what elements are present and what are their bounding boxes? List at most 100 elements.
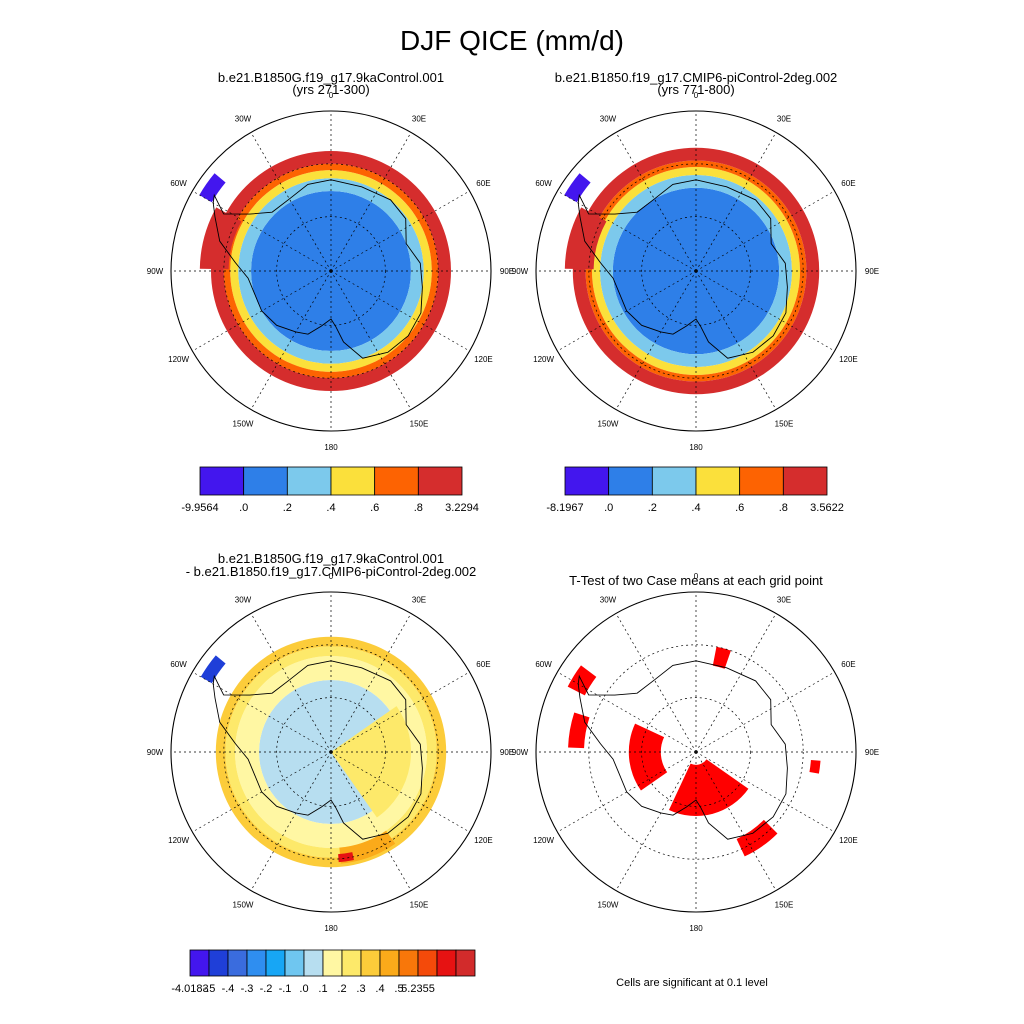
panel-4-lon-label: 150E [775,900,794,909]
panel-4-lon-label: 120E [839,836,858,845]
panel-3-colorbar-tick-label: -.5 [203,983,216,995]
panel-3-colorbar-tick-label: -.4 [222,983,235,995]
panel-2-colorbar-tick-label: -8.1967 [546,502,583,514]
panel-2-meridian [695,132,777,272]
panel-3-field-patch-1 [331,706,412,818]
figure-title: DJF QICE (mm/d) [400,25,624,56]
panel-4-lon-label: 30W [600,596,617,605]
panel-1-colorbar-tick-label: .4 [326,502,335,514]
panel-1-colorbar-tick-label: .6 [370,502,379,514]
panel-1-meridian [250,132,332,272]
panel-1-parallel [276,216,386,326]
panel-3-lon-label: 0 [329,572,334,581]
panel-3-meridian [250,613,332,753]
panel-3-title-line2: - b.e21.B1850.f19_g17.CMIP6-piControl-2d… [186,564,477,579]
panel-2-colorbar-tick-label: .4 [691,502,700,514]
panel-3-lon-label: 150W [233,900,254,909]
panel-4-meridian [695,671,835,753]
panel-3-colorbar-tick-label: .4 [375,983,384,995]
panel-1-colorbar-bin [330,466,376,496]
panel-1-lon-label: 0 [329,91,334,100]
panel-4-map: 0 30E 60E 90E 120E 150E 180 150W 120W 90W 60W 30W [512,572,879,933]
panel-2-coastline [577,179,788,359]
panel-3-colorbar: -4.0183-.5 -.4 -.3 -.2 -.1 .0 .1 .2 .3 .4 .55.2355 [171,949,476,995]
panel-3-colorbar-bin [341,949,362,977]
panel-4: T-Test of two Case means at each grid po… [512,572,879,989]
panel-4-parallel [641,697,751,807]
panel-3-parallel [223,644,439,860]
panel-3-colorbar-bin [208,949,229,977]
panel-1-meridian [192,270,332,352]
panel-3-lon-label: 150E [410,900,429,909]
panel-3-meridian [330,751,412,891]
panel-3-colorbar-tick-label: 5.2355 [401,983,435,995]
panel-3-colorbar-tick-label: .0 [299,983,308,995]
panel-1-colorbar: -9.9564 .0 .2 .4 .6 .8 3.2294 [181,466,479,514]
panel-4-meridian [557,751,697,833]
panel-4-lon-label: 150W [598,900,619,909]
panel-3-colorbar-bin [379,949,400,977]
panel-2-colorbar-bin [608,466,653,496]
panel-3-lon-label: 60W [170,660,187,669]
panel-2-parallel [588,163,804,379]
panel-4-lon-label: 60E [841,660,855,669]
panel-3-colorbar-bin [303,949,324,977]
panel-4-meridian [557,671,697,753]
panel-3-colorbar-tick-label: -4.0183 [171,983,208,995]
panel-3-title-line1: b.e21.B1850G.f19_g17.9kaControl.001 [218,551,444,566]
panel-4-note: Cells are significant at 0.1 level [616,977,768,989]
panel-4-lon-label: 60W [535,660,552,669]
panel-2-field-patch-1 [564,173,591,203]
panel-2-meridian [615,132,697,272]
panel-1-colorbar-tick-label: -9.9564 [181,502,218,514]
panel-1-lon-label: 120E [474,355,493,364]
panel-3-meridian [192,671,332,753]
panel-4-significant-cell-1 [628,723,668,791]
panel-1-field-patch-2 [199,207,242,270]
panel-1-map-border [170,110,492,432]
panel-3-colorbar-bin [227,949,248,977]
panel-2-meridian [695,190,835,272]
panel-3-colorbar-tick-label: .5 [394,983,403,995]
panel-4-meridian [695,613,777,753]
panel-2-meridian [695,270,777,410]
panel-3-colorbar-bin [284,949,305,977]
panel-2-title-line2: (yrs 771-800) [657,82,734,97]
panel-4-meridian [695,751,835,833]
panel-3-colorbar-bin [417,949,438,977]
panel-4-lon-label: 90W [512,748,529,757]
panel-3-meridian [250,751,332,891]
panel-1-field-patch-1 [199,173,226,203]
panel-2-colorbar: -8.1967 .0 .2 .4 .6 .8 3.5622 [546,466,844,514]
panel-2-meridian [557,190,697,272]
panel-1-meridian [250,270,332,410]
panel-3-colorbar-bin [265,949,286,977]
panel-4-meridian [615,613,697,753]
panel-4-significant-cell-3 [736,819,778,857]
panel-1-colorbar-bin [243,466,288,496]
panel-1-colorbar-tick-label: .8 [414,502,423,514]
panel-2-lon-label: 150E [775,419,794,428]
panel-1-meridian [330,132,412,272]
panel-4-coastline [577,660,788,840]
panel-4-parallel [588,644,804,860]
panel-3-colorbar-bin [189,949,210,977]
panel-3-field-patch-3 [338,852,354,863]
panel-2-meridian [557,270,697,352]
panel-1-lon-label: 30W [235,115,252,124]
panel-1-lon-label: 90W [147,267,164,276]
panel-2-lon-label: 120W [533,355,554,364]
panel-3-colorbar-bin [246,949,267,977]
panel-1-lon-label: 120W [168,355,189,364]
panel-3-colorbar-bin [398,949,419,977]
panel-1: b.e21.B1850G.f19_g17.9kaControl.001 (yrs… [147,70,514,514]
panel-1-lon-label: 180 [324,443,338,452]
panel-1-title-line2: (yrs 271-300) [292,82,369,97]
panel-1-lon-label: 90E [500,267,514,276]
panel-2-map: 0 30E 60E 90E 120E 150E 180 150W 120W 90W 60W 30W [512,91,879,452]
panel-4-meridian [695,751,777,891]
panel-4-title-line1: T-Test of two Case means at each grid po… [569,573,823,588]
panel-3-lon-label: 60E [476,660,490,669]
panel-1-meridian [330,190,470,272]
panel-3-colorbar-tick-label: -.3 [241,983,254,995]
